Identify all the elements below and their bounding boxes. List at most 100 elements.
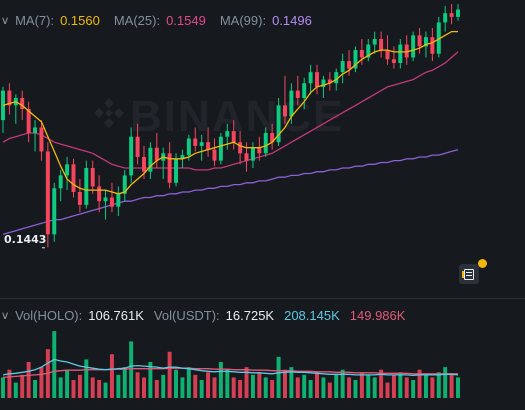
volume-bar bbox=[225, 369, 230, 398]
volume-bar bbox=[321, 377, 326, 398]
ma7-line bbox=[2, 30, 458, 195]
candle-body bbox=[65, 164, 70, 176]
volume-bar bbox=[327, 382, 332, 398]
volume-bar bbox=[154, 380, 159, 398]
candle bbox=[321, 75, 326, 98]
candle bbox=[315, 64, 320, 95]
volume-bar bbox=[456, 377, 460, 398]
candle bbox=[430, 27, 435, 62]
volume-bar bbox=[33, 380, 38, 398]
volume-bar bbox=[372, 377, 377, 398]
binance-logo-watermark bbox=[94, 98, 124, 128]
candle-body bbox=[206, 142, 211, 150]
volume-bar bbox=[411, 380, 416, 398]
candle bbox=[404, 35, 409, 65]
candle-body bbox=[129, 136, 134, 176]
candle-body bbox=[77, 191, 82, 205]
vol-ma-a-value: 208.145K bbox=[284, 307, 340, 323]
candle-body bbox=[347, 61, 352, 69]
candle-body bbox=[257, 147, 262, 154]
volume-bar bbox=[122, 367, 127, 398]
candle-body bbox=[385, 50, 390, 60]
candle bbox=[97, 175, 102, 213]
candle bbox=[308, 64, 313, 95]
candle-body bbox=[423, 37, 428, 47]
candle bbox=[257, 136, 262, 161]
volume-bar bbox=[193, 374, 198, 398]
volume-bar bbox=[135, 372, 140, 398]
chevron-down-icon[interactable]: ∨ bbox=[0, 14, 10, 27]
candle-body bbox=[334, 72, 339, 84]
candle-body bbox=[379, 39, 384, 51]
candle bbox=[250, 142, 255, 169]
volume-bar bbox=[436, 372, 441, 398]
volume-bar bbox=[84, 359, 89, 398]
price-pane[interactable] bbox=[0, 0, 525, 298]
volume-bar bbox=[302, 374, 307, 398]
candle bbox=[129, 127, 134, 183]
chevron-down-icon[interactable]: ∨ bbox=[0, 309, 10, 322]
volume-bar bbox=[347, 377, 352, 398]
volume-bar bbox=[186, 367, 191, 398]
volume-bar bbox=[103, 382, 108, 398]
volume-bar bbox=[423, 374, 428, 398]
vol-quote-value: 16.725K bbox=[225, 307, 275, 323]
volume-bar bbox=[20, 374, 25, 398]
volume-ma-b-line bbox=[2, 367, 458, 379]
order-book-button[interactable] bbox=[459, 264, 479, 284]
order-book-icon bbox=[464, 268, 474, 280]
candle bbox=[398, 39, 403, 69]
candle bbox=[193, 127, 198, 152]
candle-body bbox=[411, 35, 416, 58]
candle-body bbox=[366, 44, 371, 58]
candle-body bbox=[109, 197, 114, 207]
candle-body bbox=[167, 153, 172, 183]
candle-body bbox=[52, 188, 57, 235]
volume-bar bbox=[206, 372, 211, 398]
volume-bar bbox=[391, 374, 396, 398]
candle-body bbox=[270, 133, 275, 143]
candle bbox=[231, 120, 236, 150]
volume-bar bbox=[161, 374, 166, 398]
candle bbox=[52, 182, 57, 242]
volume-bar bbox=[1, 377, 5, 398]
candle-body bbox=[39, 127, 44, 152]
candle-body bbox=[122, 175, 127, 194]
candle bbox=[263, 127, 268, 157]
candle-body bbox=[199, 142, 204, 146]
volume-bar bbox=[417, 369, 422, 398]
candle-body bbox=[90, 168, 95, 187]
candle bbox=[58, 169, 63, 202]
pane-divider[interactable] bbox=[0, 298, 525, 299]
candle-body bbox=[71, 164, 76, 192]
candle bbox=[449, 4, 454, 25]
candle-body bbox=[174, 158, 179, 183]
candle-body bbox=[33, 127, 38, 133]
volume-bar bbox=[430, 377, 435, 398]
candle bbox=[302, 77, 307, 110]
volume-bar bbox=[97, 380, 102, 398]
candle bbox=[238, 131, 243, 165]
candle-body bbox=[430, 37, 435, 54]
volume-bar bbox=[174, 369, 179, 398]
candle-body bbox=[58, 175, 63, 189]
volume-bar bbox=[109, 354, 114, 398]
candle-body bbox=[20, 97, 25, 110]
candle-body bbox=[315, 72, 320, 87]
volume-bar bbox=[250, 374, 255, 398]
volume-bar bbox=[443, 367, 448, 398]
volume-bar bbox=[398, 372, 403, 398]
vol-base-value: 106.761K bbox=[88, 307, 144, 323]
candle-body bbox=[193, 138, 198, 146]
candle bbox=[122, 169, 127, 202]
candle-body bbox=[238, 142, 243, 154]
candle bbox=[372, 31, 377, 54]
candle-body bbox=[436, 22, 441, 54]
candle-body bbox=[353, 50, 358, 69]
candle-body bbox=[116, 193, 121, 207]
candle bbox=[77, 179, 82, 213]
candle bbox=[199, 134, 204, 161]
vol-quote-label: Vol(USDT): bbox=[153, 307, 220, 323]
